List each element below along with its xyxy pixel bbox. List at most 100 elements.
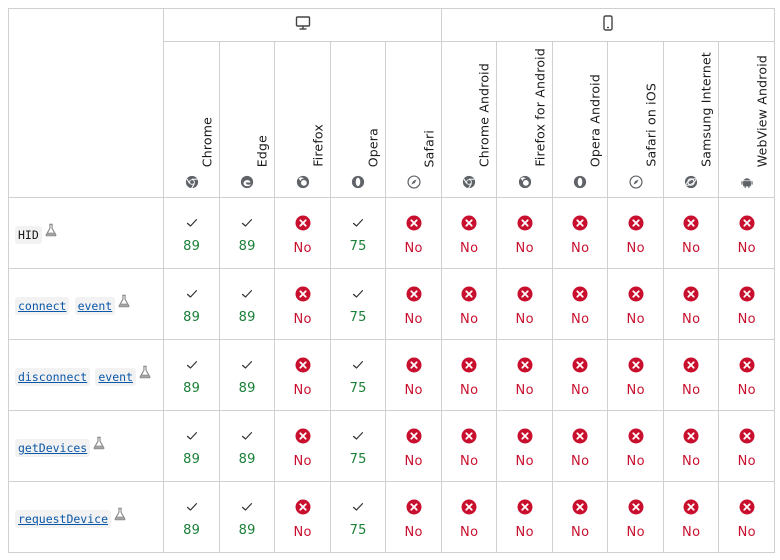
support-cell[interactable]: No — [274, 197, 331, 269]
support-cell[interactable]: No — [607, 339, 664, 411]
feature-link[interactable]: disconnect — [15, 368, 91, 386]
no-support-icon — [628, 215, 644, 230]
chrome-icon — [185, 175, 198, 189]
no-support-icon — [295, 215, 311, 230]
check-icon — [242, 218, 253, 227]
platform-mobile — [440, 8, 776, 42]
feature-name: HID — [15, 226, 42, 244]
support-cell[interactable]: No — [718, 410, 775, 482]
support-cell[interactable]: No — [718, 339, 775, 411]
feature-name-cell: disconnect event — [7, 339, 165, 411]
support-cell[interactable]: No — [662, 410, 720, 482]
support-cell[interactable]: 89 — [218, 410, 276, 482]
version-label: No — [460, 524, 479, 540]
no-support-icon — [295, 357, 311, 372]
feature-row: disconnect event 89 89 No 75 No No No No No No No — [7, 339, 775, 411]
browser-header-row: Chrome Edge Firefox Opera Safari Chrome Andro… — [9, 41, 775, 198]
support-cell[interactable]: 75 — [329, 268, 387, 340]
support-cell[interactable]: No — [440, 339, 498, 411]
support-cell[interactable]: No — [274, 268, 331, 340]
feature-row: HID 89 89 No 75 No No No No No No No — [7, 197, 775, 269]
support-cell[interactable]: 89 — [163, 197, 220, 269]
support-cell[interactable]: No — [496, 410, 553, 482]
support-cell[interactable]: 89 — [163, 410, 220, 482]
version-label: No — [626, 240, 645, 256]
experimental-flask-icon — [118, 294, 130, 308]
support-cell[interactable]: 89 — [218, 481, 276, 553]
support-cell[interactable]: No — [440, 197, 498, 269]
support-cell[interactable]: 75 — [329, 410, 387, 482]
support-cell[interactable]: No — [551, 339, 609, 411]
support-cell[interactable]: No — [385, 197, 442, 269]
support-cell[interactable]: No — [662, 481, 720, 553]
support-cell[interactable]: 89 — [218, 268, 276, 340]
support-cell[interactable]: No — [496, 481, 553, 553]
support-cell[interactable]: No — [662, 268, 720, 340]
support-cell[interactable]: 75 — [329, 481, 387, 553]
support-cell[interactable]: 75 — [329, 339, 387, 411]
feature-link[interactable]: requestDevice — [15, 510, 112, 528]
support-cell[interactable]: No — [551, 197, 609, 269]
support-cell[interactable]: 89 — [218, 339, 276, 411]
browser-name: Firefox — [310, 124, 326, 167]
feature-link[interactable]: event — [95, 368, 136, 386]
support-cell[interactable]: No — [607, 197, 664, 269]
support-cell[interactable]: No — [385, 410, 442, 482]
support-cell[interactable]: No — [718, 197, 775, 269]
support-cell[interactable]: No — [274, 339, 331, 411]
support-cell[interactable]: No — [662, 339, 720, 411]
firefox-icon — [296, 175, 309, 189]
support-cell[interactable]: No — [496, 268, 553, 340]
no-support-icon — [739, 215, 755, 230]
version-label: No — [682, 382, 701, 398]
version-label: No — [293, 382, 312, 398]
support-cell[interactable]: No — [607, 268, 664, 340]
no-support-icon — [406, 428, 422, 443]
support-cell[interactable]: 89 — [163, 481, 220, 553]
support-cell[interactable]: No — [718, 268, 775, 340]
version-label: No — [460, 240, 479, 256]
support-cell[interactable]: No — [385, 481, 442, 553]
support-cell[interactable]: No — [607, 481, 664, 553]
version-label: No — [571, 382, 590, 398]
support-cell[interactable]: 89 — [163, 339, 220, 411]
no-support-icon — [461, 215, 477, 230]
version-label: No — [460, 311, 479, 327]
version-label: No — [571, 240, 590, 256]
support-cell[interactable]: No — [496, 339, 553, 411]
support-cell[interactable]: 89 — [218, 197, 276, 269]
support-cell[interactable]: No — [385, 339, 442, 411]
support-cell[interactable]: No — [607, 410, 664, 482]
support-cell[interactable]: No — [274, 410, 331, 482]
feature-link[interactable]: event — [74, 297, 116, 315]
check-icon — [242, 289, 253, 298]
browser-name: Opera Android — [587, 73, 603, 167]
support-cell[interactable]: No — [440, 481, 498, 553]
no-support-icon — [572, 428, 588, 443]
support-cell[interactable]: 89 — [163, 268, 220, 340]
support-cell[interactable]: No — [440, 410, 498, 482]
support-cell[interactable]: No — [440, 268, 498, 340]
support-cell[interactable]: No — [551, 268, 609, 340]
support-cell[interactable]: No — [718, 481, 775, 553]
support-cell[interactable]: No — [496, 197, 553, 269]
experimental-flask-icon — [114, 507, 126, 521]
no-support-icon — [572, 499, 588, 514]
version-label: 89 — [183, 238, 201, 254]
version-label: No — [682, 311, 701, 327]
support-cell[interactable]: No — [385, 268, 442, 340]
support-cell[interactable]: 75 — [329, 197, 387, 269]
support-cell[interactable]: No — [662, 197, 720, 269]
support-cell[interactable]: No — [551, 410, 609, 482]
feature-name-cell: requestDevice — [7, 481, 165, 553]
version-label: No — [626, 453, 645, 469]
support-cell[interactable]: No — [551, 481, 609, 553]
feature-link[interactable]: connect — [15, 297, 70, 315]
no-support-icon — [295, 499, 311, 514]
support-cell[interactable]: No — [274, 481, 331, 553]
no-support-icon — [683, 357, 699, 372]
check-icon — [186, 502, 197, 511]
version-label: 89 — [238, 309, 256, 325]
edge-icon — [241, 175, 254, 189]
feature-link[interactable]: getDevices — [15, 439, 91, 457]
